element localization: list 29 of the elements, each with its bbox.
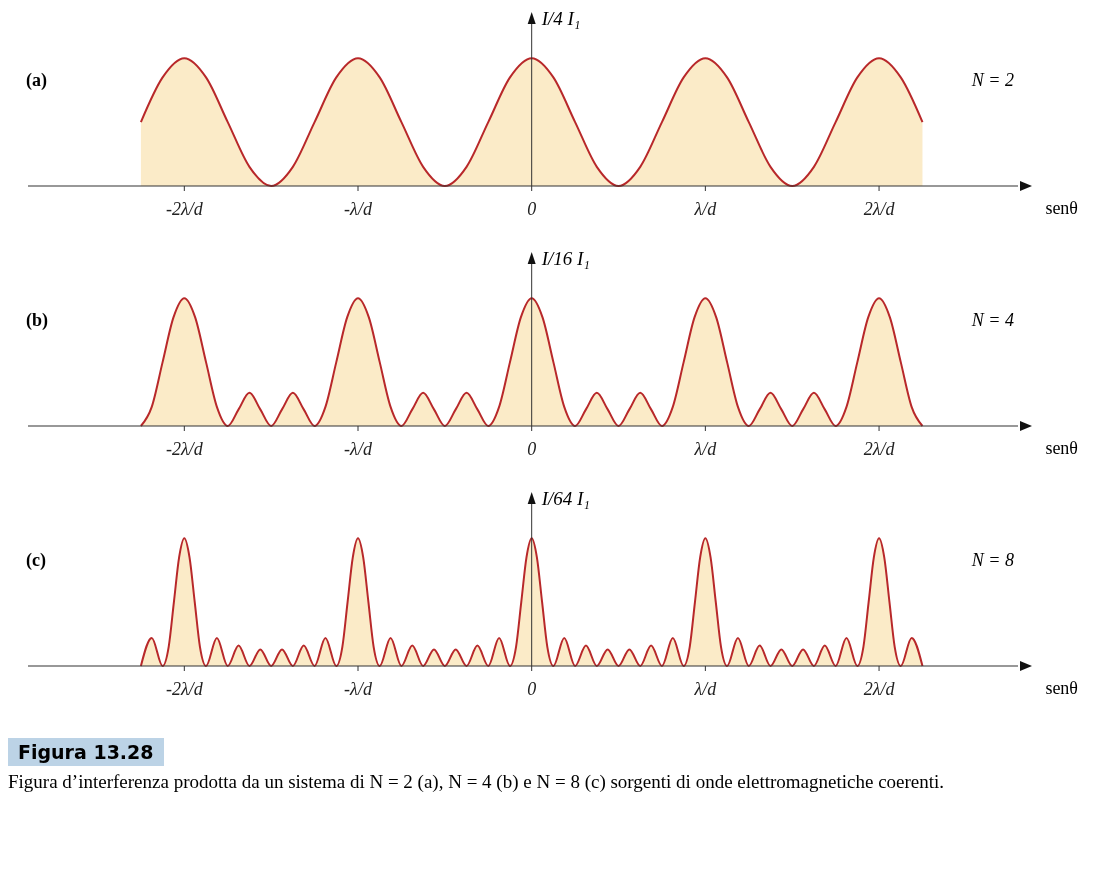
x-tick-label: λ/d [693, 679, 718, 699]
x-tick-label: 2λ/d [863, 439, 896, 459]
text: Figura d’interferenza prodotta da un sistema di N = 2 (a), N = 4 (b) e N = 8 (c) sorgenti di onde elettromagnetiche coerenti. [8, 771, 945, 792]
y-axis-title: I/16 I₁ [541, 248, 590, 269]
x-axis-title: senθ [1045, 198, 1078, 218]
text: (b) [26, 310, 48, 330]
x-axis-title: senθ [1045, 438, 1078, 458]
x-tick-label: 2λ/d [863, 199, 896, 219]
x-tick-label: -λ/d [344, 199, 373, 219]
x-axis-title: senθ [1045, 678, 1078, 698]
text: (c) [26, 550, 46, 570]
x-tick-label: -2λ/d [165, 679, 204, 699]
x-tick-label: -2λ/d [165, 199, 204, 219]
y-axis-title: I/4 I₁ [541, 8, 581, 29]
x-tick-label: -λ/d [344, 439, 373, 459]
x-tick-label: 0 [527, 199, 537, 219]
x-tick-label: -2λ/d [165, 439, 204, 459]
x-tick-label: 2λ/d [863, 679, 896, 699]
text: Figura 13.28 [18, 741, 154, 763]
x-tick-label: λ/d [693, 199, 718, 219]
x-tick-label: -λ/d [344, 679, 373, 699]
text: N = 4 [971, 310, 1014, 330]
x-tick-label: 0 [527, 679, 537, 699]
x-tick-label: λ/d [693, 439, 718, 459]
y-axis-title: I/64 I₁ [541, 488, 590, 509]
x-tick-label: 0 [527, 439, 537, 459]
text: N = 2 [971, 70, 1014, 90]
text: (a) [26, 70, 47, 90]
text: N = 8 [971, 550, 1014, 570]
